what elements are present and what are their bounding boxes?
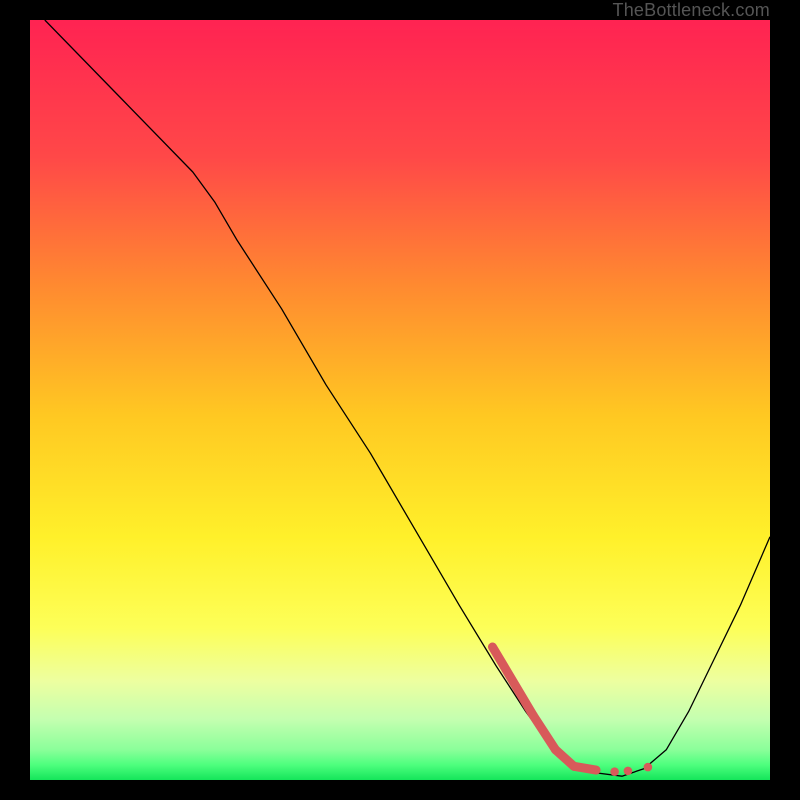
accent-dot bbox=[644, 763, 653, 772]
plot-area bbox=[30, 20, 770, 780]
accent-dot bbox=[624, 767, 633, 776]
accent-segment bbox=[574, 766, 596, 770]
chart-container: TheBottleneck.com bbox=[0, 0, 800, 800]
accent-dot bbox=[610, 767, 619, 776]
chart-svg bbox=[30, 20, 770, 780]
watermark-text: TheBottleneck.com bbox=[613, 0, 770, 21]
gradient-background bbox=[30, 20, 770, 780]
